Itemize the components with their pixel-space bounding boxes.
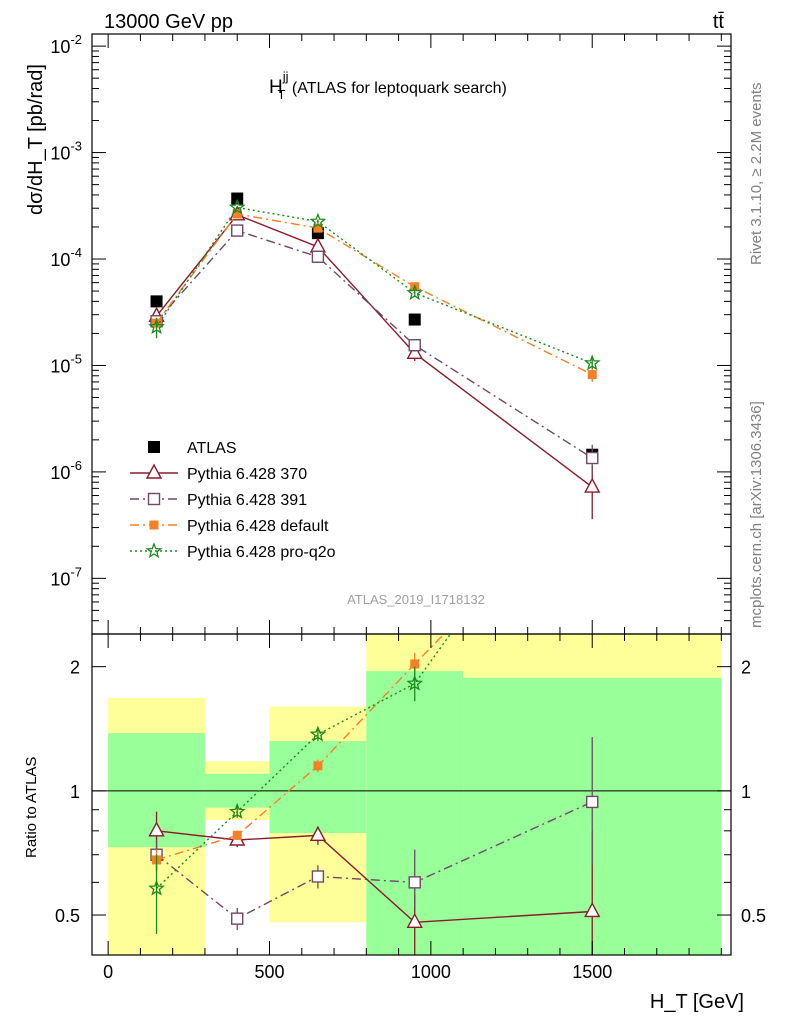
- ratio-point-pythia-6-428-pro-q2o-0: [148, 879, 165, 896]
- ratio-point-pythia-6-428-391-2: [311, 870, 325, 883]
- main-point-pythia-6-428-default-1: [232, 209, 242, 219]
- ratio-point-pythia-6-428-pro-q2o-1: [228, 802, 246, 819]
- top-y-axis-title: dσ/dH_T [pb/rad]: [25, 64, 47, 215]
- ratio-y-tick-label-right-2: 2: [741, 658, 751, 678]
- mcplots-reference-label: mcplots.cern.ch [arXiv:1306.3436]: [748, 401, 765, 628]
- x-tick-label-2: 1000: [411, 962, 451, 982]
- main-line-pythia-6-428-pro-q2o: [155, 206, 593, 364]
- main-point-atlas-3: [408, 313, 421, 326]
- legend-marker-pythia-6-428-pro-q2o: [145, 542, 163, 559]
- main-point-atlas-0: [150, 295, 163, 308]
- ratio-point-pythia-6-428-370-2: [309, 825, 327, 842]
- header-energy-label: 13000 GeV pp: [104, 11, 233, 33]
- x-axis-title: H_T [GeV]: [650, 991, 744, 1013]
- x-tick-label-1: 500: [254, 962, 284, 982]
- ratio-y-tick-label-right-1: 1: [741, 782, 751, 802]
- main-point-pythia-6-428-391-4: [586, 451, 599, 465]
- plot-title: Hjj T (ATLAS for leptoquark search): [269, 69, 507, 102]
- legend-label-pythia-6-428-370: Pythia 6.428 370: [187, 466, 307, 483]
- legend-label-pythia-6-428-391: Pythia 6.428 391: [187, 492, 307, 509]
- main-y-tick-label-5: 10-7: [50, 564, 82, 589]
- rivet-version-label: Rivet 3.1.10, ≥ 2.2M events: [748, 83, 765, 266]
- main-point-pythia-6-428-370-4: [584, 477, 601, 493]
- ratio-point-pythia-6-428-default-3: [410, 659, 420, 669]
- main-point-pythia-6-428-pro-q2o-2: [309, 212, 327, 229]
- ratio-point-pythia-6-428-370-0: [148, 821, 165, 837]
- legend: ATLAS Pythia 6.428 370 Pythia 6.428 391 Pyt…: [130, 440, 336, 561]
- ratio-panel-frame: [91, 633, 732, 956]
- legend-marker-pythia-6-428-370: [145, 463, 163, 479]
- ratio-point-pythia-6-428-pro-q2o-3: [406, 674, 424, 691]
- ratio-point-pythia-6-428-370-3: [406, 912, 423, 929]
- x-tick-label-0: 0: [103, 962, 113, 982]
- ratio-point-pythia-6-428-default-2: [313, 761, 323, 771]
- ratio-y-tick-label-left-0: 0.5: [55, 906, 80, 926]
- ratio-y-tick-label-left-1: 1: [70, 782, 80, 802]
- main-point-pythia-6-428-391-3: [408, 338, 421, 352]
- x-tick-label-3: 1500: [572, 962, 612, 982]
- ratio-point-pythia-6-428-391-3: [408, 876, 421, 889]
- main-point-pythia-6-428-pro-q2o-1: [228, 198, 246, 215]
- uncertainty-band-green-2: [269, 741, 367, 834]
- legend-label-atlas: ATLAS: [187, 440, 237, 457]
- ratio-point-pythia-6-428-391-4: [586, 795, 599, 809]
- main-y-tick-label-1: 10-3: [50, 139, 82, 164]
- legend-marker-pythia-6-428-default: [149, 520, 159, 530]
- main-line-pythia-6-428-default: [155, 213, 593, 376]
- main-point-atlas-1: [231, 192, 244, 205]
- ratio-point-pythia-6-428-pro-q2o-4: [586, 430, 599, 443]
- main-y-tick-label-3: 10-5: [50, 351, 82, 376]
- main-y-tick-label-0: 10-2: [50, 32, 82, 57]
- ratio-point-pythia-6-428-391-1: [231, 912, 244, 925]
- header-process-label: tt̄: [713, 11, 725, 33]
- main-point-pythia-6-428-391-2: [311, 250, 325, 263]
- ratio-y-tick-label-left-2: 2: [70, 658, 80, 678]
- main-y-tick-label-2: 10-4: [50, 245, 82, 270]
- main-y-tick-label-4: 10-6: [50, 458, 82, 483]
- legend-marker-atlas: [148, 441, 160, 453]
- main-point-pythia-6-428-pro-q2o-0: [148, 318, 165, 335]
- legend-label-pythia-6-428-pro-q2o: Pythia 6.428 pro-q2o: [187, 544, 336, 561]
- main-line-pythia-6-428-391: [155, 229, 593, 459]
- main-point-pythia-6-428-default-2: [313, 223, 323, 233]
- ratio-point-pythia-6-428-pro-q2o-2: [309, 725, 327, 742]
- legend-marker-pythia-6-428-391: [147, 492, 161, 506]
- ratio-y-tick-label-right-0: 0.5: [741, 906, 766, 926]
- main-point-pythia-6-428-391-1: [231, 224, 244, 237]
- ratio-point-pythia-6-428-370-4: [584, 901, 601, 918]
- ratio-y-axis-title: Ratio to ATLAS: [23, 757, 40, 858]
- main-point-pythia-6-428-pro-q2o-4: [583, 354, 601, 371]
- main-point-pythia-6-428-default-4: [587, 370, 597, 380]
- main-point-pythia-6-428-370-3: [406, 343, 423, 360]
- ratio-point-pythia-6-428-default-1: [232, 830, 242, 840]
- legend-label-pythia-6-428-default: Pythia 6.428 default: [187, 518, 329, 535]
- main-point-pythia-6-428-pro-q2o-3: [406, 284, 424, 301]
- analysis-reference-label: ATLAS_2019_I1718132: [347, 592, 485, 607]
